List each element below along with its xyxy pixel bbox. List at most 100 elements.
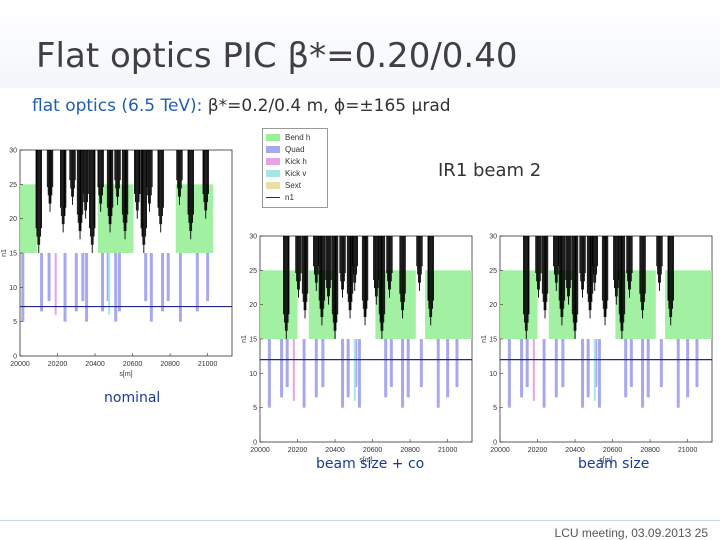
quad-bar — [40, 253, 44, 312]
quad-bar — [520, 339, 524, 398]
quad-bar — [542, 339, 546, 408]
y-tick-label: 25 — [249, 268, 257, 275]
kick-bar — [54, 253, 57, 315]
aperture-spike — [579, 236, 586, 298]
quad-bar — [676, 339, 680, 408]
y-tick-label: 0 — [13, 354, 17, 361]
aperture-spike — [541, 236, 549, 319]
kick-bar — [108, 253, 111, 315]
quad-bar — [267, 339, 271, 408]
quad-bar — [581, 339, 585, 408]
quad-bar — [149, 253, 153, 322]
kick-bar — [593, 339, 596, 401]
y-tick-label: 30 — [9, 148, 17, 155]
quad-bar — [195, 253, 199, 312]
bend-region — [260, 270, 298, 339]
legend-swatch — [266, 145, 280, 153]
legend-label: Kick h — [285, 156, 307, 166]
x-tick-label: 20000 — [490, 447, 510, 454]
aperture-spike — [76, 150, 84, 240]
x-tick-label: 20400 — [325, 447, 345, 454]
aperture-spike — [427, 236, 434, 326]
chart-beam-size-co: 20000 20200 20400 20600 20800 21000 0 5 10 15 20 25… — [241, 234, 473, 464]
aperture-spike — [626, 236, 633, 298]
quad-bar — [144, 253, 148, 302]
aperture-spike — [339, 236, 346, 298]
quad-bar — [419, 339, 423, 388]
quad-bar — [47, 253, 51, 302]
quad-bar — [629, 339, 633, 388]
quad-bar — [357, 339, 361, 408]
quad-bar — [624, 339, 628, 398]
y-tick-label: 5 — [493, 405, 497, 412]
x-tick-label: 21000 — [198, 361, 218, 368]
y-tick-label: 10 — [9, 285, 17, 292]
x-tick-label: 20800 — [640, 447, 660, 454]
bend-region — [500, 270, 538, 339]
kick-bar — [292, 339, 295, 401]
y-tick-label: 10 — [249, 371, 257, 378]
aperture-spike — [523, 236, 530, 339]
x-tick-label: 20400 — [85, 361, 105, 368]
y-axis-label: n1 — [241, 335, 248, 343]
aperture-spike — [656, 236, 663, 291]
x-tick-label: 20000 — [250, 447, 270, 454]
x-tick-label: 20400 — [565, 447, 585, 454]
aperture-spike — [69, 150, 76, 205]
aperture-spike — [60, 150, 67, 233]
ir-label: IR1 beam 2 — [438, 160, 542, 181]
aperture-spike — [176, 150, 183, 205]
aperture-spike — [667, 236, 674, 326]
aperture-spike — [378, 236, 386, 339]
subtitle-rest: β*=0.2/0.4 m, ϕ=±165 µrad — [202, 96, 451, 116]
slide-title: Flat optics PIC β*=0.20/0.40 — [36, 36, 518, 76]
aperture-spike — [114, 150, 121, 205]
aperture-spike — [361, 236, 369, 326]
y-tick-label: 15 — [249, 337, 257, 344]
y-tick-label: 30 — [249, 234, 257, 241]
caption-beam-size-co: beam size + co — [316, 456, 425, 472]
quad-bar — [646, 339, 650, 398]
legend-swatch — [266, 196, 280, 198]
x-tick-label: 20200 — [48, 361, 68, 368]
legend-label: n1 — [285, 192, 294, 202]
aperture-spike — [331, 236, 339, 339]
quad-bar — [81, 253, 85, 302]
y-tick-label: 25 — [489, 268, 497, 275]
legend-item: Kick h — [266, 156, 307, 166]
y-tick-label: 30 — [489, 234, 497, 241]
aperture-spike — [97, 150, 104, 212]
quad-bar — [695, 339, 699, 388]
legend-label: Quad — [285, 144, 305, 154]
legend-swatch — [266, 181, 280, 189]
aperture-spike — [134, 150, 141, 219]
x-tick-label: 21000 — [678, 447, 698, 454]
quad-bar — [166, 253, 170, 302]
x-axis-label: s[m] — [359, 457, 372, 464]
aperture-spike — [571, 236, 579, 339]
footer-text: LCU meeting, 03.09.2013 25 — [554, 526, 708, 540]
quad-bar — [346, 339, 350, 398]
quad-bar — [554, 339, 558, 398]
legend-item: Kick v — [266, 168, 306, 178]
aperture-spike — [140, 150, 147, 253]
legend-label: Kick v — [285, 168, 307, 178]
quad-bar — [341, 339, 345, 408]
aperture-spike — [146, 150, 153, 212]
quad-bar — [314, 339, 318, 398]
quad-bar — [206, 253, 210, 302]
y-tick-label: 15 — [9, 251, 17, 258]
aperture-spike — [325, 236, 332, 305]
x-axis-label: s[m] — [599, 457, 612, 464]
quad-bar — [586, 339, 590, 398]
quad-bar — [436, 339, 440, 408]
aperture-spike — [295, 236, 302, 298]
aperture-spike — [82, 150, 89, 219]
aperture-spike — [202, 150, 209, 219]
quad-bar — [507, 339, 511, 408]
x-tick-label: 20000 — [10, 361, 30, 368]
y-tick-label: 0 — [493, 440, 497, 447]
legend-item: Quad — [266, 144, 305, 154]
y-tick-label: 20 — [9, 216, 17, 223]
aperture-spike — [318, 236, 326, 326]
